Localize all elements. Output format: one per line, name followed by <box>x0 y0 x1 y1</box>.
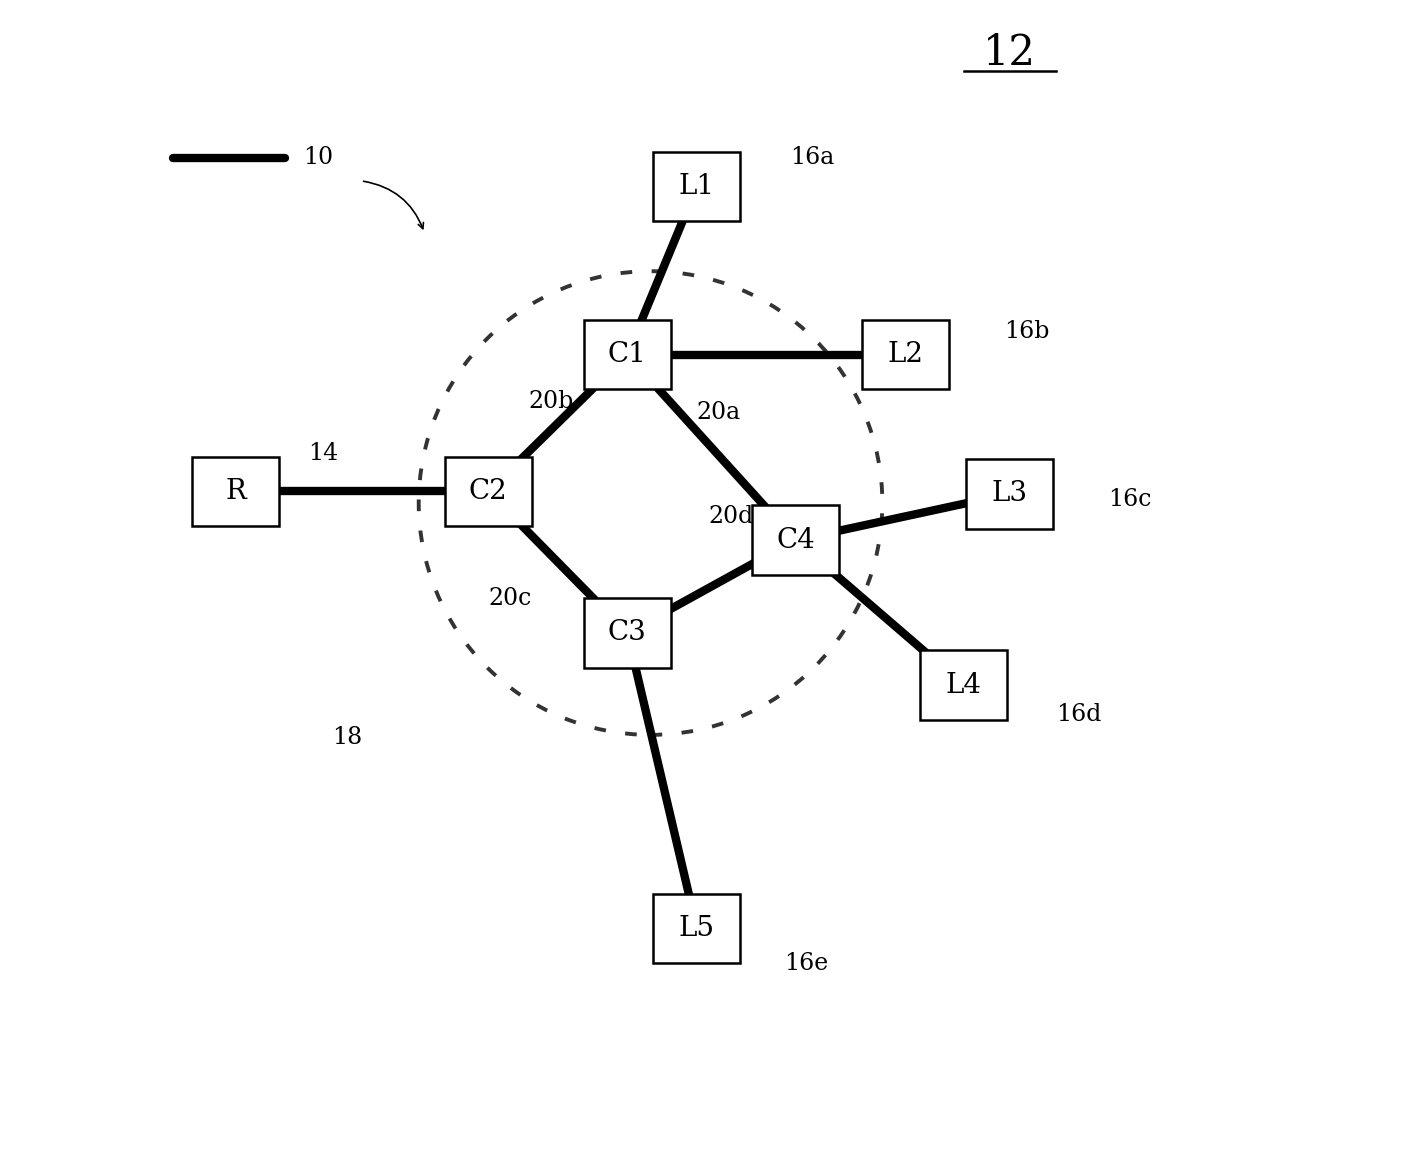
Text: L1: L1 <box>679 174 716 201</box>
Text: L5: L5 <box>679 915 716 942</box>
Text: 14: 14 <box>309 442 339 465</box>
Text: 16c: 16c <box>1108 488 1152 511</box>
Text: 16b: 16b <box>1005 320 1050 343</box>
Text: 20a: 20a <box>697 401 741 425</box>
Text: 16e: 16e <box>784 951 828 975</box>
FancyBboxPatch shape <box>920 650 1007 720</box>
Text: 20c: 20c <box>489 586 531 610</box>
FancyBboxPatch shape <box>584 598 670 667</box>
Text: R: R <box>225 477 247 504</box>
Text: L2: L2 <box>887 341 924 368</box>
Text: 20d: 20d <box>708 506 754 529</box>
FancyBboxPatch shape <box>193 456 279 527</box>
FancyBboxPatch shape <box>653 151 740 222</box>
Text: 10: 10 <box>303 147 333 169</box>
FancyBboxPatch shape <box>653 894 740 963</box>
Text: 18: 18 <box>332 726 361 748</box>
FancyBboxPatch shape <box>966 459 1053 529</box>
Text: C1: C1 <box>608 341 646 368</box>
FancyBboxPatch shape <box>752 506 839 575</box>
Text: 16a: 16a <box>789 147 833 169</box>
FancyBboxPatch shape <box>584 320 670 389</box>
Text: C2: C2 <box>469 477 507 504</box>
Text: 20b: 20b <box>529 389 574 413</box>
Text: C3: C3 <box>608 619 646 646</box>
Text: L4: L4 <box>945 671 982 699</box>
FancyBboxPatch shape <box>862 320 949 389</box>
Text: 12: 12 <box>983 33 1036 74</box>
Text: 16d: 16d <box>1056 703 1101 726</box>
Text: C4: C4 <box>777 527 815 554</box>
Text: L3: L3 <box>992 480 1027 507</box>
FancyBboxPatch shape <box>445 456 531 527</box>
